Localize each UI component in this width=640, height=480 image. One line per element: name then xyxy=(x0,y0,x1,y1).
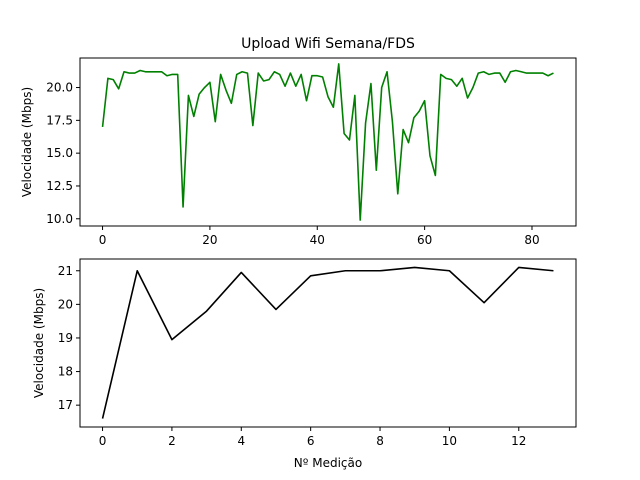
bottom-y-tick-label: 21 xyxy=(58,264,73,278)
bottom-x-tick-label: 0 xyxy=(99,434,107,448)
bottom-x-axis-label: Nº Medição xyxy=(294,456,362,470)
top-y-tick-label: 17.5 xyxy=(46,113,73,127)
bottom-x-tick-label: 10 xyxy=(442,434,457,448)
bottom-subplot: 0 2 4 6 8 10 12 17 18 19 20 21 Velocidade (Mbps) N… xyxy=(32,258,577,470)
bottom-series-line xyxy=(101,266,554,419)
top-y-ticks: 10.0 12.5 15.0 17.5 20.0 xyxy=(46,81,80,226)
bottom-x-tick-label: 6 xyxy=(307,434,315,448)
top-x-tick-label: 40 xyxy=(310,233,325,247)
top-x-ticks: 0 20 40 60 80 xyxy=(99,226,540,247)
top-subplot: Upload Wifi Semana/FDS 0 20 40 60 80 10.0 12.… xyxy=(20,36,577,247)
bottom-y-tick-label: 18 xyxy=(58,365,73,379)
bottom-y-axis-label: Velocidade (Mbps) xyxy=(32,288,46,398)
top-y-tick-label: 15.0 xyxy=(46,146,73,160)
bottom-plot-frame xyxy=(79,258,577,428)
bottom-x-tick-label: 4 xyxy=(237,434,245,448)
bottom-y-ticks: 17 18 19 20 21 xyxy=(58,264,80,412)
bottom-x-tick-label: 12 xyxy=(511,434,526,448)
top-x-tick-label: 0 xyxy=(99,233,107,247)
top-series-line xyxy=(101,63,554,221)
top-y-tick-label: 10.0 xyxy=(46,212,73,226)
top-y-tick-label: 20.0 xyxy=(46,81,73,95)
bottom-y-tick-label: 17 xyxy=(58,398,73,412)
bottom-x-ticks: 0 2 4 6 8 10 12 xyxy=(99,427,526,448)
top-plot-frame xyxy=(79,57,577,227)
top-x-tick-label: 60 xyxy=(417,233,432,247)
bottom-y-tick-label: 19 xyxy=(58,331,73,345)
top-x-tick-label: 20 xyxy=(202,233,217,247)
bottom-x-tick-label: 2 xyxy=(168,434,176,448)
bottom-y-tick-label: 20 xyxy=(58,297,73,311)
top-chart-title: Upload Wifi Semana/FDS xyxy=(241,36,415,52)
top-y-tick-label: 12.5 xyxy=(46,179,73,193)
top-x-tick-label: 80 xyxy=(524,233,539,247)
top-y-axis-label: Velocidade (Mbps) xyxy=(20,87,34,197)
bottom-x-tick-label: 8 xyxy=(376,434,384,448)
